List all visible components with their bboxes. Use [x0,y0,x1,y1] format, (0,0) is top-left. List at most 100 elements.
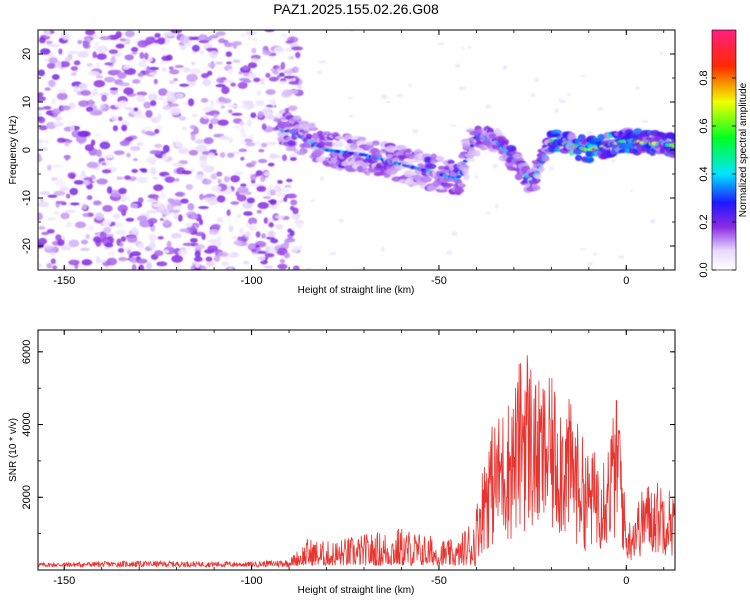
heatmap-cell [256,90,262,96]
heatmap-cell [287,228,293,233]
heatmap-cell [309,199,316,203]
heatmap-cell [99,141,111,150]
heatmap-cell [245,141,256,147]
heatmap-cell [122,65,130,70]
heatmap-cell [124,106,133,111]
heatmap-cell [228,109,233,114]
heatmap-cell [190,133,196,141]
heatmap-cell [228,225,234,233]
heatmap-cell [232,151,240,155]
heatmap-cell [160,191,167,200]
heatmap-cell [120,236,127,242]
heatmap-cell [291,46,304,51]
heatmap-cell [216,171,223,177]
heatmap-cell [435,156,445,161]
heatmap-cell [217,251,229,257]
heatmap-cell [618,255,625,259]
heatmap-cell [146,199,157,203]
heatmap-cell [99,92,110,97]
heatmap-cell [236,194,247,202]
heatmap-cell [567,132,576,140]
heatmap-cell [256,185,267,192]
heatmap-cell [103,76,116,83]
heatmap-cell [46,217,57,221]
heatmap-cell [109,87,119,91]
heatmap-cell [80,90,92,96]
heatmap-cell [148,233,157,242]
heatmap-cell [216,77,226,84]
heatmap-cell [209,118,220,125]
heatmap-cell [532,184,541,191]
heatmap-cell [226,209,231,216]
heatmap-cell [193,126,199,135]
heatmap-cell [136,215,148,222]
heatmap-cell [93,80,106,88]
heatmap-cell [179,228,190,233]
heatmap-cell [161,67,167,72]
heatmap-cell [435,188,448,193]
heatmap-cell [278,80,289,85]
heatmap-cell [227,152,235,158]
heatmap-cell [349,114,353,118]
heatmap-cell [215,84,226,88]
heatmap-cell [48,44,60,48]
heatmap-cell [216,235,222,242]
snr-x-tick-label: -100 [241,575,263,587]
spectrogram-y-tick-label: -20 [21,238,33,254]
heatmap-cell [538,165,545,173]
heatmap-cell [207,245,219,252]
heatmap-cell [119,140,130,146]
heatmap-cell [148,241,157,250]
heatmap-cell [179,45,187,51]
heatmap-cell [283,75,295,79]
heatmap-cell [246,119,253,127]
heatmap-cell [110,56,116,65]
heatmap-cell [240,133,247,138]
colorbar: 0.0 0.2 0.4 0.6 0.8 Normalized spectral ampl… [698,29,749,278]
heatmap-cell [295,51,301,59]
heatmap-cell [380,247,385,252]
heatmap-cell [101,162,107,166]
heatmap-cell [147,66,160,71]
heatmap-cell [99,104,106,110]
heatmap-cell [209,50,218,59]
heatmap-cell [83,177,93,181]
heatmap-cell [191,61,196,66]
heatmap-cell [145,109,153,118]
heatmap-cell [209,201,216,206]
heatmap-cell [68,259,80,266]
heatmap-cell [210,173,218,180]
heatmap-cell [187,98,195,107]
heatmap-cell [323,141,335,147]
heatmap-cell [162,144,170,153]
heatmap-cell [102,219,112,227]
heatmap-cell [48,57,59,64]
heatmap-cell [106,233,114,237]
heatmap-cell [267,230,275,238]
heatmap-cell [437,42,445,46]
heatmap-cell [80,239,89,245]
heatmap-cell [143,101,152,109]
heatmap-cell [173,263,181,270]
heatmap-cell [162,32,175,37]
colorbar-tick-label: 0.2 [698,214,710,229]
heatmap-cell [233,240,243,246]
heatmap-cell [74,221,87,229]
heatmap-cell [200,159,208,166]
heatmap-cell [293,115,302,121]
heatmap-cell [75,135,87,144]
heatmap-cell [170,232,182,239]
heatmap-cell [262,195,272,200]
heatmap-cell [52,265,58,270]
heatmap-cell [104,242,114,248]
heatmap-cell [285,68,294,76]
heatmap-cell [154,128,160,134]
heatmap-cell [225,51,233,57]
heatmap-cell [534,174,542,180]
heatmap-cell [202,115,209,119]
heatmap-cell [284,107,290,113]
heatmap-cell [44,139,49,144]
heatmap-cell [131,226,139,235]
heatmap-cell [173,77,178,82]
heatmap-cell [131,79,141,84]
